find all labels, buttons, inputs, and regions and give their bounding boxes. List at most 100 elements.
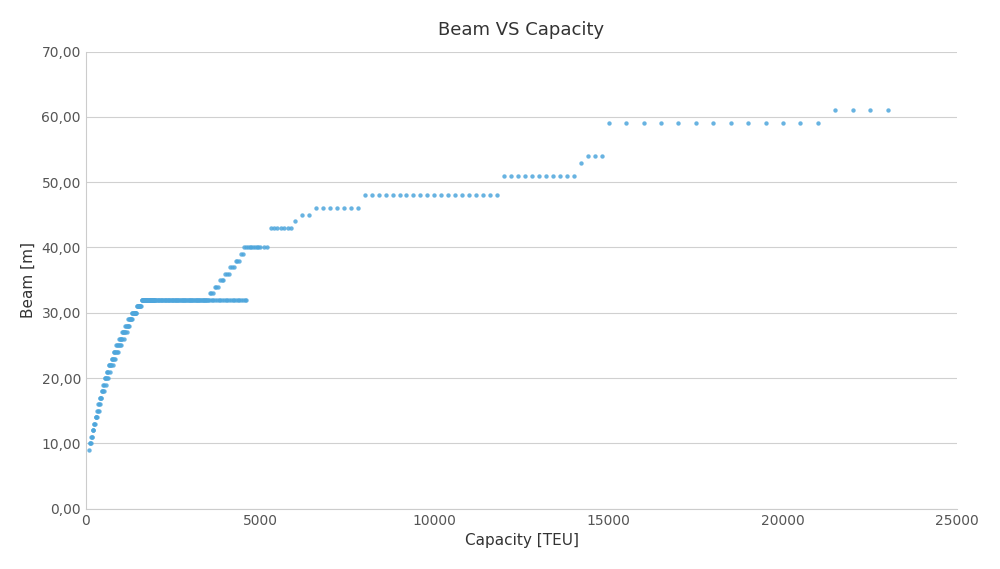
Point — [148, 295, 164, 304]
Point — [94, 386, 110, 395]
Point — [653, 119, 669, 128]
Point — [140, 295, 156, 304]
Point — [117, 321, 133, 331]
Point — [184, 295, 200, 304]
Point — [151, 295, 167, 304]
Point — [207, 282, 223, 291]
Point — [758, 119, 774, 128]
Point — [214, 295, 230, 304]
Point — [249, 243, 265, 252]
Point — [880, 106, 896, 115]
Point — [229, 256, 245, 265]
Point — [124, 308, 140, 318]
Point — [172, 295, 188, 304]
Point — [165, 295, 181, 304]
Point — [294, 211, 310, 220]
Point — [103, 361, 119, 370]
Point — [141, 295, 157, 304]
Point — [167, 295, 183, 304]
Point — [118, 321, 134, 331]
Point — [209, 295, 225, 304]
Point — [207, 295, 223, 304]
Point — [144, 295, 160, 304]
Point — [87, 419, 103, 428]
Point — [128, 308, 144, 318]
Point — [230, 295, 246, 304]
Point — [150, 295, 166, 304]
Point — [117, 328, 133, 337]
Point — [127, 308, 143, 318]
Point — [155, 295, 171, 304]
Point — [350, 204, 366, 213]
Point — [135, 295, 151, 304]
Point — [116, 328, 132, 337]
Point — [151, 295, 167, 304]
Point — [176, 295, 192, 304]
Point — [86, 419, 102, 428]
Point — [196, 295, 212, 304]
Point — [179, 295, 195, 304]
Point — [165, 295, 181, 304]
Point — [188, 295, 204, 304]
Point — [228, 295, 244, 304]
Point — [219, 269, 235, 278]
Point — [740, 119, 756, 128]
Point — [225, 295, 241, 304]
Point — [113, 341, 129, 350]
Point — [102, 367, 118, 376]
Point — [84, 432, 100, 442]
Point — [222, 262, 238, 271]
Point — [96, 386, 112, 395]
Point — [110, 341, 126, 350]
Point — [195, 295, 211, 304]
Point — [233, 295, 249, 304]
Point — [440, 191, 456, 200]
Point — [104, 354, 120, 363]
Point — [343, 204, 359, 213]
Point — [131, 302, 147, 311]
Point — [160, 295, 176, 304]
Point — [226, 295, 242, 304]
Point — [670, 119, 686, 128]
Point — [97, 374, 113, 383]
Point — [146, 295, 162, 304]
Point — [99, 374, 115, 383]
Point — [124, 315, 140, 324]
Point — [191, 295, 207, 304]
Point — [85, 426, 101, 435]
Point — [276, 223, 292, 232]
Point — [203, 288, 219, 298]
Point — [110, 348, 126, 357]
Point — [174, 295, 190, 304]
Point — [92, 399, 108, 409]
Point — [240, 243, 256, 252]
Point — [250, 243, 266, 252]
Point — [154, 295, 170, 304]
Point — [810, 119, 826, 128]
Point — [357, 191, 373, 200]
Point — [193, 295, 209, 304]
Point — [95, 386, 111, 395]
Point — [454, 191, 470, 200]
Point — [245, 243, 261, 252]
Point — [156, 295, 172, 304]
Point — [336, 204, 352, 213]
Point — [228, 256, 244, 265]
Point — [158, 295, 174, 304]
Point — [172, 295, 188, 304]
Point — [136, 295, 152, 304]
Point — [447, 191, 463, 200]
Point — [107, 354, 123, 363]
Point — [88, 413, 104, 422]
Point — [136, 295, 152, 304]
Point — [137, 295, 153, 304]
Point — [177, 295, 193, 304]
Point — [91, 406, 107, 415]
Point — [392, 191, 408, 200]
Point — [174, 295, 190, 304]
Point — [106, 354, 122, 363]
Point — [134, 295, 150, 304]
Point — [100, 374, 116, 383]
Point — [139, 295, 155, 304]
Point — [153, 295, 169, 304]
